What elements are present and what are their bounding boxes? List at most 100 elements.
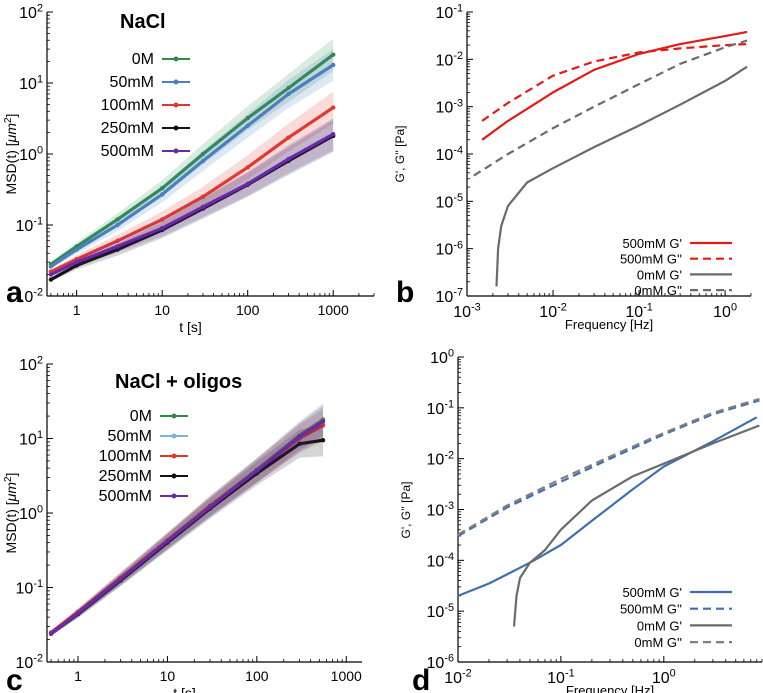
panel-label: c <box>6 664 23 693</box>
panel-label: d <box>412 664 430 693</box>
data-point <box>320 419 326 424</box>
data-point <box>207 504 213 510</box>
y-tick-label: 10-5 <box>436 192 463 211</box>
series-line <box>50 419 324 635</box>
data-point <box>115 238 120 243</box>
x-axis-label: t [s] <box>179 319 202 335</box>
x-tick-label: 100 <box>713 302 737 321</box>
x-axis-label: Frequency [Hz] <box>565 317 653 332</box>
x-axis-label: t [s] <box>173 685 196 693</box>
data-point <box>200 158 206 164</box>
data-point <box>331 105 336 110</box>
x-tick-label: 10-1 <box>625 302 652 321</box>
series-line <box>457 399 760 538</box>
x-tick-label: 1000 <box>331 668 362 684</box>
data-point <box>74 259 79 265</box>
y-axis-label: MSD(t) [μm2] <box>3 473 19 554</box>
data-point <box>48 272 54 277</box>
y-tick-label: 10-3 <box>427 500 454 519</box>
data-point <box>115 222 120 228</box>
y-tick-label: 102 <box>19 3 43 22</box>
data-point <box>200 204 206 210</box>
series-line <box>457 397 760 536</box>
y-tick-label: 10-3 <box>436 97 463 116</box>
y-tick-label: 10-1 <box>436 3 463 22</box>
data-point <box>286 91 291 97</box>
series-band <box>50 91 334 274</box>
legend-marker <box>171 473 177 479</box>
y-axis-label: G', G'' [Pa] <box>393 126 407 183</box>
y-tick-label: 101 <box>19 74 43 93</box>
legend-label: 500mM <box>101 143 154 160</box>
legend-marker <box>173 125 179 131</box>
data-point <box>331 132 336 137</box>
series-line <box>481 30 748 141</box>
y-tick-label: 10-6 <box>436 239 463 258</box>
series-line <box>495 65 748 287</box>
data-point <box>245 165 250 170</box>
data-point <box>286 135 291 140</box>
y-tick-label: 100 <box>19 504 43 523</box>
y-axis-label: G', G'' [Pa] <box>399 482 413 539</box>
y-tick-label: 10-4 <box>427 551 454 570</box>
data-point <box>254 468 259 473</box>
legend-marker <box>173 79 179 85</box>
data-point <box>297 441 302 446</box>
legend-marker <box>171 453 177 459</box>
legend-marker <box>171 493 177 499</box>
y-tick-label: 10-2 <box>427 449 454 468</box>
data-point <box>297 434 302 440</box>
legend-label: 50mM <box>110 74 154 91</box>
data-point <box>115 244 120 249</box>
data-point <box>200 194 206 199</box>
legend-marker <box>173 102 179 108</box>
series-line <box>481 43 748 122</box>
y-tick-label: 100 <box>430 348 454 367</box>
chart-title: NaCl + oligos <box>115 371 242 393</box>
y-tick-label: 10-2 <box>16 287 43 306</box>
y-tick-label: 101 <box>19 429 43 448</box>
data-point <box>75 611 81 616</box>
data-point <box>160 217 165 222</box>
legend-label: 0M <box>132 51 154 68</box>
series-line <box>50 106 335 274</box>
x-tick-label: 10 <box>154 302 170 318</box>
panel-label: b <box>396 276 414 309</box>
data-point <box>245 181 250 186</box>
data-point <box>245 123 250 128</box>
data-point <box>320 438 326 443</box>
x-tick-label: 10-1 <box>547 668 574 687</box>
chart-panel-b: 10-7 10-6 10-5 10-4 10-3 10-2 10-1 10-3 10-2 10-1… <box>393 3 752 332</box>
x-tick-label: 10-2 <box>539 302 566 321</box>
legend-marker <box>173 148 179 154</box>
series-line <box>49 53 335 266</box>
x-tick-label: 100 <box>245 668 269 684</box>
data-point <box>160 186 165 191</box>
y-tick-label: 10-7 <box>436 287 463 306</box>
legend-marker <box>171 413 177 419</box>
data-point <box>48 277 54 282</box>
y-tick-label: 10-2 <box>436 50 463 69</box>
series-band <box>50 48 334 269</box>
data-point <box>245 115 250 121</box>
chart-panel-c: 10-2 10-1 100 101 102 1 10 100 1000 t [s] MSD(t) [… <box>3 355 362 693</box>
data-point <box>286 156 291 162</box>
y-tick-label: 10-5 <box>427 602 454 621</box>
legend-label: 50mM <box>108 428 152 445</box>
y-tick-label: 10-1 <box>427 398 454 417</box>
legend-label: 100mM <box>101 97 154 114</box>
data-point <box>48 631 54 636</box>
chart-title: NaCl <box>120 11 166 33</box>
x-axis-label: Frequency [Hz] <box>566 683 654 693</box>
y-tick-label: 10-1 <box>16 578 43 597</box>
x-tick-label: 1 <box>73 302 81 318</box>
legend-marker <box>173 56 179 62</box>
x-tick-label: 1000 <box>318 302 349 318</box>
data-point <box>320 423 326 428</box>
legend-label: 0mM G'' <box>634 283 682 298</box>
legend-label: 0mM G'' <box>634 635 682 650</box>
legend-label: 0M <box>130 408 152 425</box>
legend-label: 500mM G'' <box>620 252 682 267</box>
legend-label: 250mM <box>101 120 154 137</box>
panel-label: a <box>6 276 23 309</box>
